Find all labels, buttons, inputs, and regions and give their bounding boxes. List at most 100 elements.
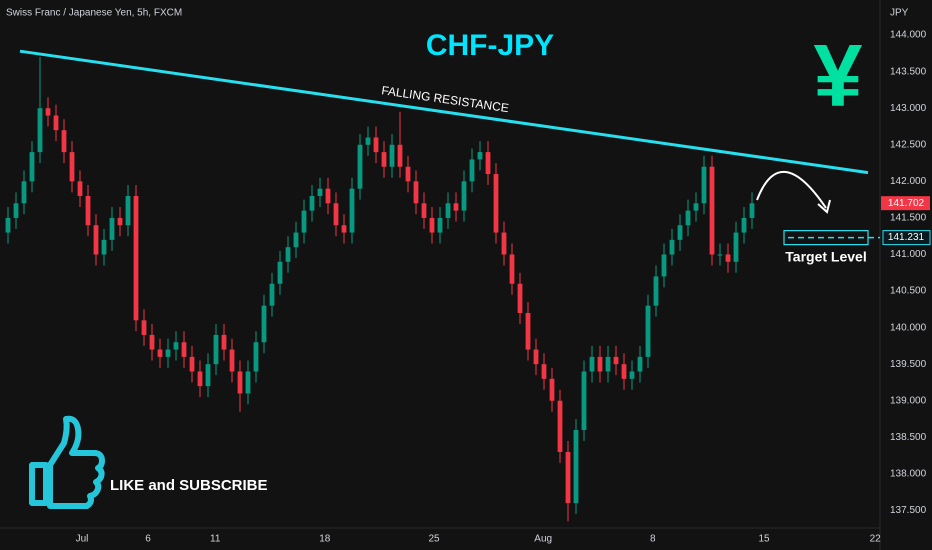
x-tick-label: Aug bbox=[534, 534, 552, 545]
candle-body bbox=[85, 195, 91, 226]
candle-body bbox=[445, 203, 451, 218]
candle-body bbox=[461, 181, 467, 211]
candle-body bbox=[381, 152, 387, 167]
y-tick-label: 137.500 bbox=[890, 505, 927, 516]
candle-body bbox=[309, 195, 315, 211]
candle-body bbox=[541, 364, 547, 379]
candle-body bbox=[133, 195, 139, 321]
candle-body bbox=[317, 188, 323, 196]
y-tick-label: 138.500 bbox=[890, 432, 927, 443]
candle-body bbox=[125, 195, 131, 226]
x-tick-label: 11 bbox=[210, 534, 221, 545]
thumbs-up-icon bbox=[29, 415, 105, 509]
candle-body bbox=[741, 217, 747, 233]
chart-title: CHF-JPY bbox=[426, 29, 554, 62]
candle-body bbox=[109, 217, 115, 240]
candle-body bbox=[749, 203, 755, 218]
candle-body bbox=[53, 115, 59, 131]
candle-body bbox=[349, 188, 355, 233]
candle-body bbox=[477, 152, 483, 160]
y-tick-label: 138.000 bbox=[890, 469, 927, 480]
candle-body bbox=[637, 356, 643, 372]
candle-body bbox=[293, 232, 299, 248]
candle-body bbox=[677, 225, 683, 240]
candle-body bbox=[709, 166, 715, 255]
candle-body bbox=[301, 210, 307, 233]
forecast-arrow bbox=[756, 170, 827, 209]
candle-body bbox=[533, 349, 539, 365]
candle-body bbox=[469, 159, 475, 182]
candle-body bbox=[613, 356, 619, 365]
candle-body bbox=[397, 144, 403, 167]
candle-body bbox=[597, 356, 603, 372]
candle-body bbox=[37, 108, 43, 153]
candle-body bbox=[141, 320, 147, 335]
candle-body bbox=[277, 261, 283, 284]
candle-body bbox=[77, 181, 83, 196]
y-tick-label: 143.500 bbox=[890, 66, 927, 77]
candle-body bbox=[245, 371, 251, 394]
candle-body bbox=[453, 203, 459, 211]
candle-body bbox=[501, 232, 507, 255]
candle-body bbox=[557, 400, 563, 452]
y-tick-label: 141.000 bbox=[890, 249, 927, 260]
candle-body bbox=[21, 181, 27, 204]
candle-body bbox=[413, 181, 419, 204]
candle-body bbox=[717, 254, 723, 256]
candle-body bbox=[581, 371, 587, 431]
candle-body bbox=[13, 203, 19, 218]
candle-body bbox=[485, 152, 491, 175]
candle-body bbox=[213, 334, 219, 365]
candle-body bbox=[509, 254, 515, 284]
candle-body bbox=[149, 334, 155, 350]
candle-body bbox=[525, 312, 531, 350]
candle-body bbox=[645, 305, 651, 357]
resistance-line bbox=[19, 49, 869, 175]
candle-body bbox=[605, 356, 611, 372]
y-tick-label: 143.000 bbox=[890, 103, 927, 114]
candle-body bbox=[341, 225, 347, 233]
x-tick-label: 25 bbox=[428, 534, 440, 545]
last-price-label: 141.702 bbox=[888, 198, 925, 209]
candle-body bbox=[389, 144, 395, 167]
y-tick-label: 139.500 bbox=[890, 359, 927, 370]
candle-body bbox=[373, 137, 379, 153]
candle-body bbox=[69, 152, 75, 182]
candle-body bbox=[333, 203, 339, 226]
candle-body bbox=[701, 166, 707, 204]
candle-body bbox=[365, 137, 371, 145]
candle-body bbox=[205, 364, 211, 387]
candle-body bbox=[589, 356, 595, 372]
y-tick-label: 141.500 bbox=[890, 213, 927, 224]
arrow-head bbox=[817, 199, 831, 214]
candle-body bbox=[573, 430, 579, 504]
candle-body bbox=[429, 217, 435, 233]
candle-body bbox=[189, 356, 195, 372]
candle-body bbox=[45, 108, 51, 116]
candle-body bbox=[261, 305, 267, 343]
candle-body bbox=[685, 210, 691, 226]
y-tick-label: 140.000 bbox=[890, 322, 927, 333]
candle-body bbox=[173, 342, 179, 350]
candle-body bbox=[405, 166, 411, 182]
candle-body bbox=[733, 232, 739, 262]
y-tick-label: 144.000 bbox=[890, 30, 927, 41]
candle-body bbox=[117, 217, 123, 226]
candle-body bbox=[621, 364, 627, 379]
target-price-tag bbox=[882, 230, 931, 246]
currency-symbol: ¥ bbox=[814, 25, 863, 124]
candle-body bbox=[725, 254, 731, 262]
candle-body bbox=[157, 349, 163, 357]
y-tick-label: 142.500 bbox=[890, 139, 927, 150]
candle-body bbox=[653, 276, 659, 306]
candle-body bbox=[101, 239, 107, 255]
subtitle: Swiss Franc / Japanese Yen, 5h, FXCM bbox=[6, 8, 182, 19]
candle-body bbox=[437, 217, 443, 233]
candle-body bbox=[517, 283, 523, 313]
y-tick-label: 142.000 bbox=[890, 176, 927, 187]
candle-body bbox=[269, 283, 275, 306]
y-tick-label: 140.500 bbox=[890, 286, 927, 297]
candle-body bbox=[693, 203, 699, 211]
candle-body bbox=[93, 225, 99, 255]
